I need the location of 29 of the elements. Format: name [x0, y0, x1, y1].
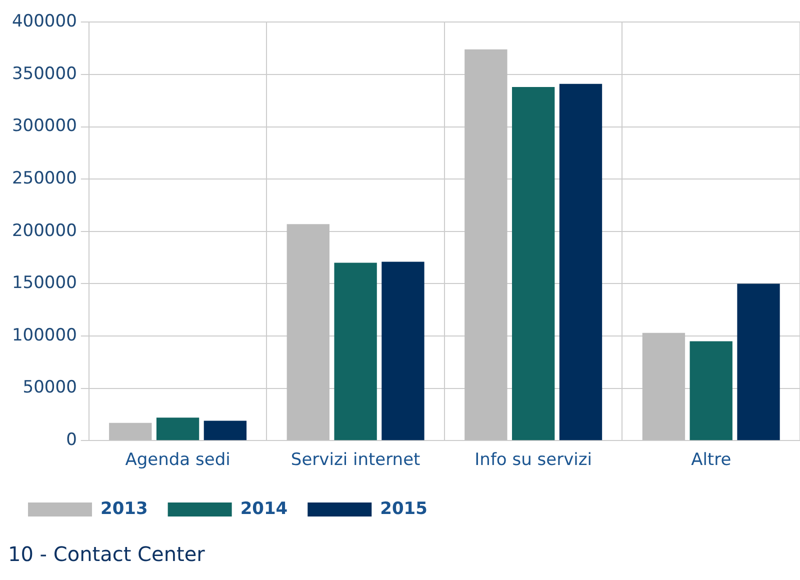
- legend-label: 2013: [100, 498, 148, 519]
- bar: [382, 262, 424, 440]
- bar: [334, 262, 377, 440]
- bar: [737, 284, 780, 440]
- x-tick-label: Servizi internet: [290, 450, 421, 470]
- y-tick-label: 350000: [12, 64, 77, 84]
- x-tick-label: Agenda sedi: [125, 450, 230, 470]
- bar: [156, 418, 200, 440]
- legend-label: 2015: [380, 498, 428, 519]
- y-tick-label: 0: [66, 430, 77, 450]
- bar: [512, 87, 555, 440]
- y-tick-label: 250000: [12, 168, 77, 189]
- bar: [559, 84, 602, 440]
- y-tick-label: 300000: [12, 116, 77, 136]
- bar: [109, 422, 152, 440]
- y-tick-label: 400000: [12, 12, 77, 32]
- y-tick-label: 50000: [22, 378, 77, 398]
- legend-label: 2014: [240, 498, 288, 519]
- bar: [286, 224, 330, 440]
- bar: [690, 341, 732, 440]
- text: 10 - Contact Center: [8, 542, 206, 566]
- x-tick-label: Info su servizi: [474, 450, 592, 470]
- bar: [642, 332, 686, 440]
- x-tick-label: Altre: [691, 450, 732, 470]
- bar: [204, 420, 247, 440]
- y-tick-label: 200000: [12, 220, 77, 241]
- y-tick-label: 100000: [12, 325, 77, 346]
- bar: [464, 49, 508, 440]
- y-tick-label: 150000: [12, 273, 77, 294]
